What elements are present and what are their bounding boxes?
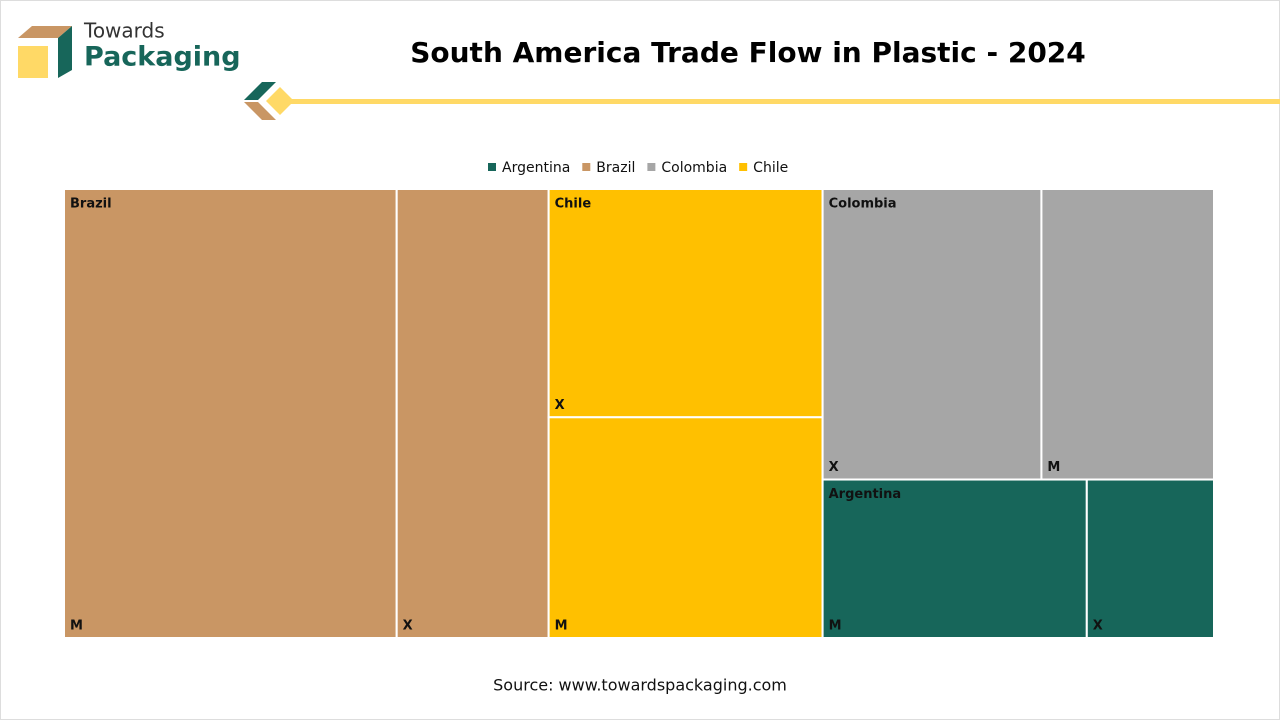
tile bbox=[63, 188, 398, 639]
brand-line1: Towards bbox=[83, 19, 165, 43]
source: Source: www.towardspackaging.com bbox=[493, 676, 787, 695]
tile bbox=[547, 416, 824, 639]
legend: Argentina Brazil Colombia Chile bbox=[488, 160, 788, 176]
legend-swatch bbox=[582, 163, 591, 171]
tile-label: X bbox=[403, 619, 413, 634]
group-label: Chile bbox=[555, 197, 592, 212]
tile-label: X bbox=[555, 398, 565, 413]
tile bbox=[547, 188, 824, 419]
brand-line2: Packaging bbox=[84, 42, 241, 73]
treemap: M Brazil X X Chile M X Colombia M M Argentina X bbox=[63, 188, 1216, 639]
tile-label: X bbox=[829, 460, 839, 475]
legend-label: Brazil bbox=[596, 160, 635, 176]
legend-label: Chile bbox=[753, 160, 788, 176]
tile-label: M bbox=[1047, 460, 1060, 475]
group-label: Colombia bbox=[829, 197, 897, 212]
tile-label: M bbox=[555, 619, 568, 634]
legend-label: Colombia bbox=[661, 160, 727, 176]
tile bbox=[821, 478, 1088, 639]
tile bbox=[395, 188, 550, 639]
legend-swatch bbox=[647, 163, 656, 171]
tile-label: M bbox=[829, 619, 842, 634]
tile bbox=[821, 188, 1043, 481]
tile bbox=[1040, 188, 1216, 481]
chart-title: South America Trade Flow in Plastic - 20… bbox=[410, 36, 1086, 69]
tile-label: X bbox=[1093, 619, 1103, 634]
legend-label: Argentina bbox=[502, 160, 570, 176]
group-label: Argentina bbox=[829, 487, 902, 502]
legend-swatch bbox=[488, 163, 496, 171]
divider bbox=[244, 82, 1280, 120]
tile bbox=[1085, 478, 1216, 639]
group-label: Brazil bbox=[70, 197, 112, 212]
logo bbox=[18, 26, 72, 78]
legend-swatch bbox=[739, 163, 748, 171]
tile-label: M bbox=[70, 619, 83, 634]
